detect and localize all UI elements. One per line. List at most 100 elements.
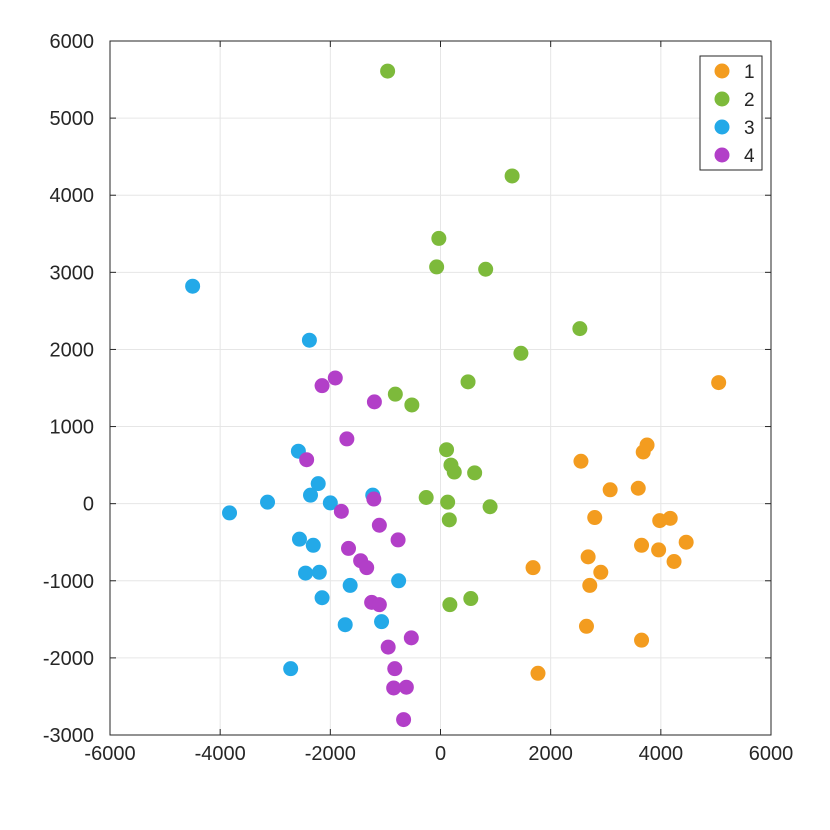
- y-tick-label: 5000: [50, 108, 95, 130]
- legend-box: [699, 55, 763, 171]
- data-point-series-4: [339, 431, 355, 447]
- y-tick-label: -2000: [43, 648, 94, 670]
- data-point-series-2: [463, 591, 479, 607]
- data-point-series-3: [303, 487, 319, 503]
- y-tick-label: 1000: [50, 417, 95, 439]
- data-point-series-1: [666, 554, 682, 569]
- data-point-series-3: [314, 590, 330, 606]
- axis-ticks: [109, 40, 772, 736]
- data-point-series-2: [380, 63, 396, 79]
- data-point-series-4: [380, 639, 396, 655]
- data-point-series-4: [403, 630, 419, 646]
- legend-label: 1: [744, 62, 755, 83]
- legend-label: 4: [744, 146, 755, 167]
- data-point-series-4: [299, 452, 315, 468]
- data-points: [185, 63, 727, 728]
- data-point-series-2: [418, 489, 434, 505]
- y-tick-label: 2000: [50, 339, 95, 361]
- data-point-series-1: [578, 618, 594, 634]
- data-point-series-4: [386, 680, 402, 696]
- data-point-series-3: [310, 476, 326, 492]
- data-point-series-1: [635, 444, 651, 460]
- data-point-series-2: [572, 321, 588, 337]
- legend: 1 2 3 4: [699, 55, 763, 171]
- data-point-series-1: [593, 564, 609, 580]
- data-point-series-1: [634, 632, 650, 648]
- legend-marker: [714, 63, 730, 79]
- legend-marker: [714, 91, 730, 107]
- data-point-series-1: [587, 510, 603, 526]
- data-point-series-3: [291, 531, 307, 547]
- data-point-series-3: [374, 614, 390, 630]
- legend-marker: [714, 147, 730, 163]
- y-tick-label: 6000: [50, 31, 95, 53]
- x-tick-label: 0: [435, 743, 446, 765]
- data-point-series-4: [371, 517, 387, 533]
- data-point-series-4: [366, 394, 382, 410]
- data-point-series-2: [504, 168, 520, 184]
- data-point-series-2: [441, 512, 457, 528]
- x-tick-label: 2000: [528, 743, 573, 765]
- y-tick-label: 4000: [50, 185, 95, 207]
- data-point-series-3: [391, 573, 407, 589]
- data-point-series-2: [513, 345, 529, 361]
- x-tick-label: -2000: [305, 743, 356, 765]
- data-point-series-3: [342, 577, 358, 593]
- y-tick-label: -1000: [43, 571, 94, 593]
- legend-label: 3: [744, 118, 755, 139]
- data-point-series-1: [634, 537, 650, 553]
- data-point-series-2: [431, 230, 447, 246]
- data-point-series-1: [630, 480, 646, 496]
- data-point-series-4: [333, 503, 349, 519]
- data-point-series-2: [440, 494, 456, 510]
- x-tick-label: -6000: [84, 743, 135, 765]
- data-point-series-1: [602, 482, 618, 498]
- data-point-series-3: [298, 565, 314, 581]
- data-point-series-2: [429, 259, 445, 275]
- legend-label: 2: [744, 90, 755, 111]
- data-point-series-3: [283, 661, 299, 677]
- x-tick-label: -4000: [195, 743, 246, 765]
- data-point-series-4: [387, 661, 403, 677]
- data-point-series-1: [582, 577, 598, 593]
- x-tick-label: 4000: [639, 743, 684, 765]
- data-point-series-4: [359, 560, 375, 576]
- grid-lines: [109, 40, 772, 736]
- data-point-series-2: [404, 397, 420, 413]
- data-point-series-4: [341, 540, 357, 556]
- data-point-series-2: [467, 465, 483, 481]
- data-point-series-1: [678, 534, 694, 550]
- data-point-series-4: [314, 378, 330, 394]
- data-point-series-2: [387, 386, 403, 402]
- data-point-series-4: [398, 679, 414, 695]
- data-point-series-3: [260, 494, 276, 510]
- data-point-series-1: [651, 542, 667, 558]
- data-point-series-1: [573, 453, 589, 469]
- data-point-series-4: [396, 712, 412, 728]
- tick-labels: -6000 -4000 -2000 0 2000 4000 6000 -3000 -2000 -1…: [43, 31, 793, 765]
- data-point-series-1: [530, 665, 546, 681]
- data-point-series-2: [446, 464, 462, 480]
- data-point-series-2: [442, 597, 458, 613]
- data-point-series-3: [185, 278, 201, 294]
- data-point-series-1: [580, 549, 596, 565]
- data-point-series-2: [460, 374, 476, 390]
- data-point-series-1: [711, 375, 727, 391]
- data-point-series-3: [322, 495, 338, 511]
- data-point-series-4: [390, 532, 406, 548]
- data-point-series-3: [337, 617, 353, 633]
- y-tick-label: -3000: [43, 725, 94, 747]
- data-point-series-1: [652, 513, 668, 529]
- data-point-series-2: [482, 499, 498, 515]
- y-tick-label: 0: [83, 494, 94, 516]
- data-point-series-4: [371, 597, 387, 613]
- data-point-series-2: [478, 261, 494, 277]
- data-point-series-4: [366, 491, 382, 507]
- data-point-series-3: [305, 537, 321, 553]
- legend-marker: [714, 119, 730, 135]
- x-tick-label: 6000: [749, 743, 794, 765]
- data-point-series-3: [311, 564, 327, 580]
- y-tick-label: 3000: [50, 262, 95, 284]
- data-point-series-3: [301, 332, 317, 348]
